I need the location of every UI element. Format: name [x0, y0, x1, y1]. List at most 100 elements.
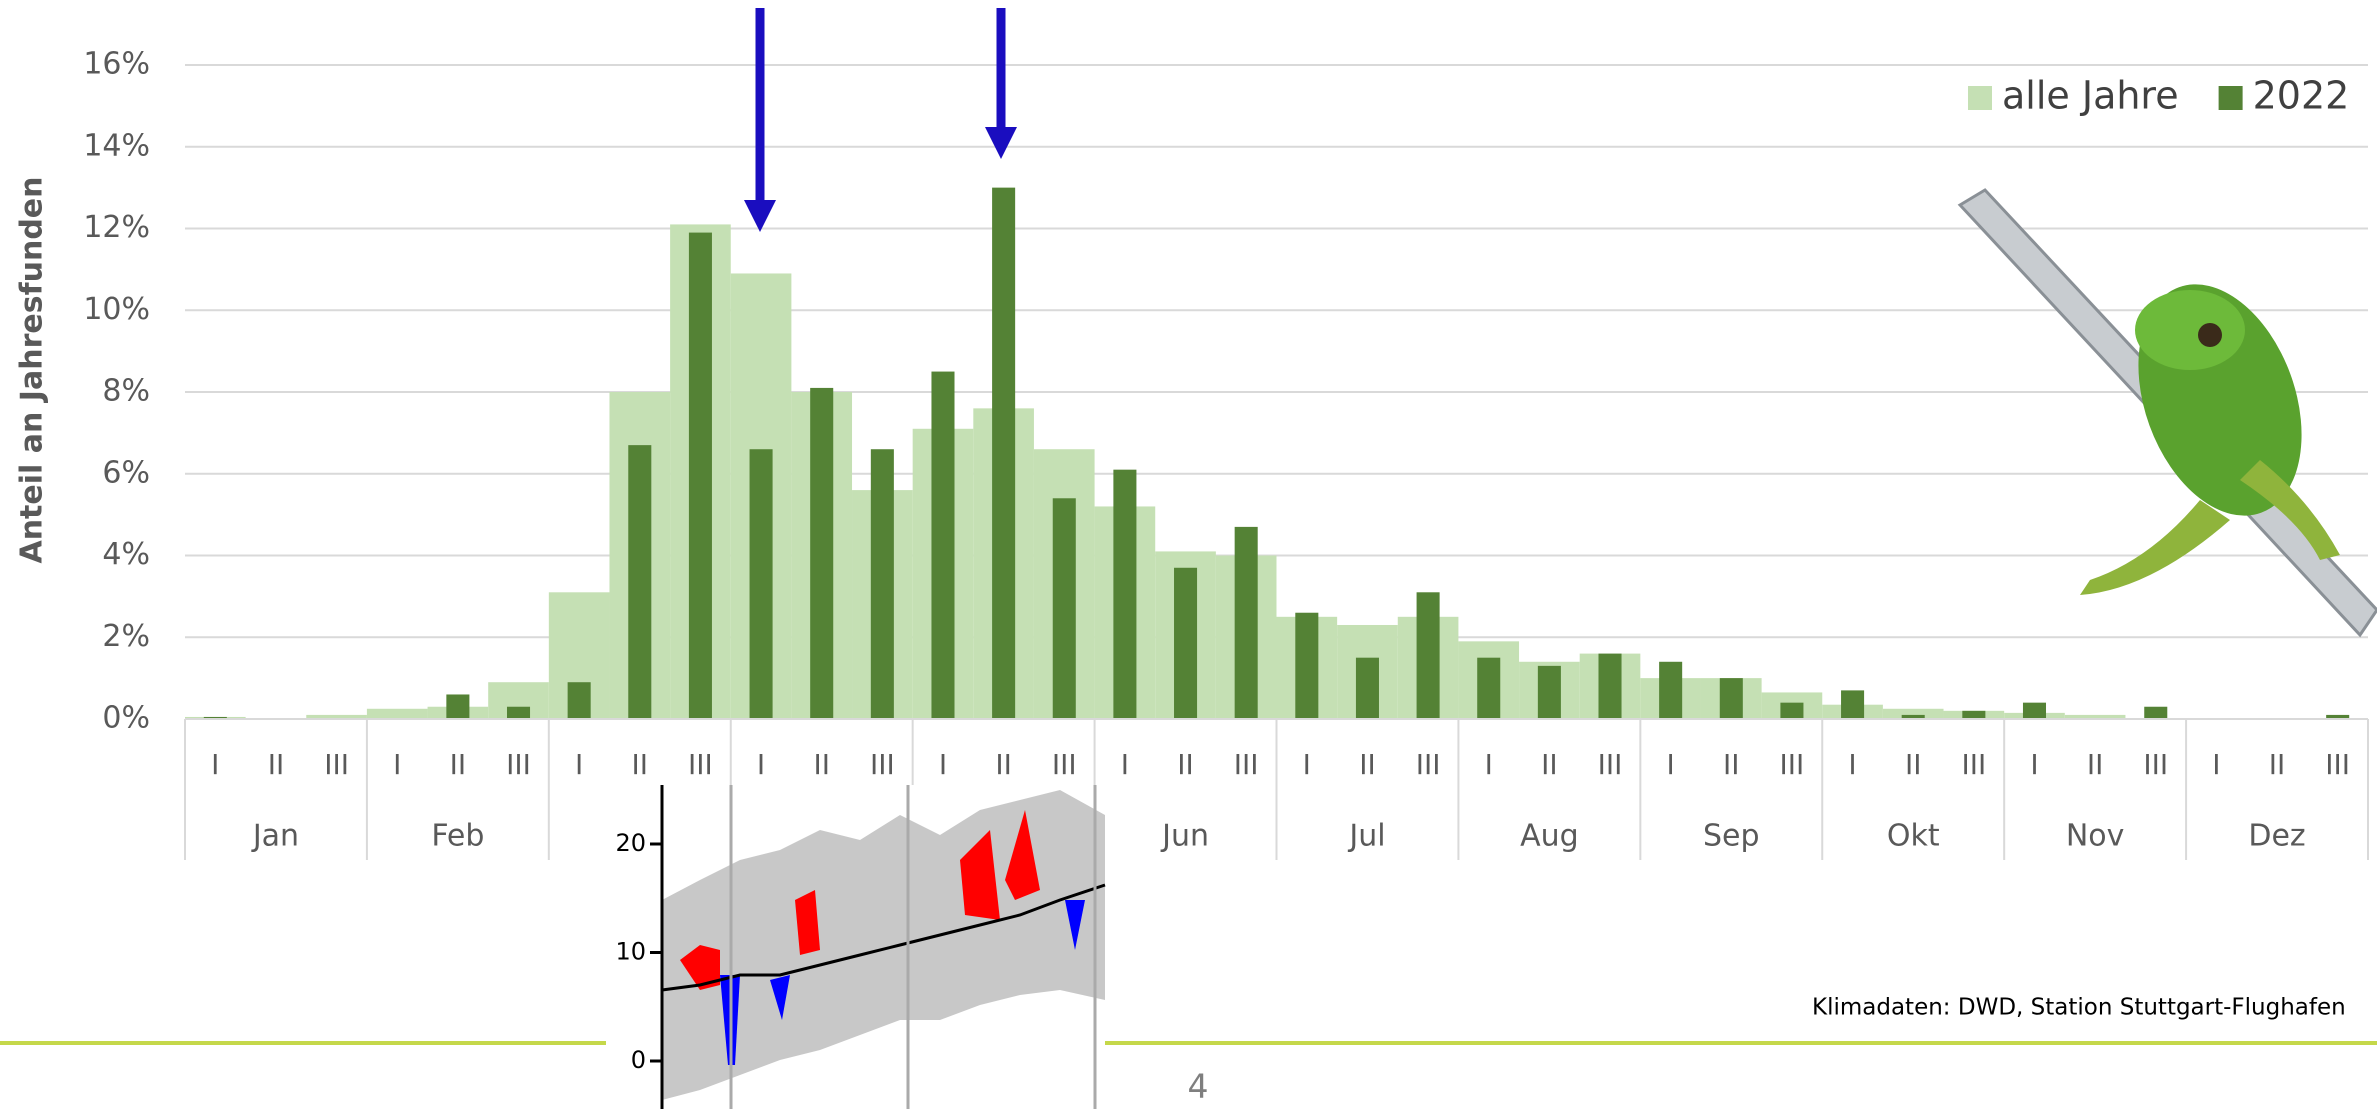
bar-2022 — [1355, 657, 1379, 719]
x-tick-label: III — [1961, 748, 1986, 781]
bar-2022 — [870, 449, 894, 719]
bar-2022 — [1659, 661, 1683, 719]
x-tick-label: I — [1485, 748, 1493, 781]
bar-2022 — [446, 694, 470, 719]
bar-2022 — [749, 449, 773, 719]
bar-2022 — [1962, 710, 1986, 719]
month-label: Okt — [1887, 819, 1940, 854]
legend-label: 2022 — [2253, 74, 2350, 118]
bar-all-years — [366, 708, 428, 719]
bar-2022 — [1295, 612, 1319, 719]
x-tick-label: II — [1905, 748, 1922, 781]
x-tick-label: I — [2030, 748, 2038, 781]
y-tick-label: 14% — [83, 128, 150, 163]
bar-2022 — [2144, 706, 2168, 719]
frog-image — [1957, 188, 2377, 638]
bar-2022 — [810, 387, 834, 719]
bar-2022 — [1780, 702, 1804, 719]
x-tick-label: III — [2143, 748, 2168, 781]
bar-all-years — [2064, 714, 2126, 719]
x-tick-label: II — [2087, 748, 2104, 781]
y-tick-label: 8% — [102, 374, 150, 409]
x-tick-label: III — [870, 748, 895, 781]
y-axis-title: Anteil an Jahresfunden — [15, 176, 50, 563]
legend-swatch — [2218, 86, 2243, 110]
inset-warm — [680, 945, 720, 990]
x-tick-label: III — [1598, 748, 1623, 781]
arrow-head — [744, 200, 776, 232]
inset-mean — [661, 883, 1106, 992]
inset-cold — [1065, 900, 1085, 950]
bar-2022 — [203, 716, 227, 719]
x-tick-label: III — [1780, 748, 1805, 781]
y-tick-label: 10% — [83, 292, 150, 327]
y-tick-label: 4% — [102, 537, 150, 572]
arrows — [744, 8, 1017, 232]
month-label: Dez — [2248, 819, 2305, 854]
bar-2022 — [506, 706, 531, 719]
bar-2022 — [1719, 678, 1743, 719]
month-label: Jun — [1160, 819, 1209, 854]
bar-2022 — [931, 371, 955, 719]
x-tick-label: I — [939, 748, 947, 781]
x-tick-label: II — [268, 748, 285, 781]
bar-2022 — [567, 682, 591, 719]
month-label: Feb — [431, 819, 484, 854]
x-tick-label: I — [757, 748, 765, 781]
x-tick-label: II — [450, 748, 467, 781]
x-tick-label: II — [813, 748, 830, 781]
x-tick-label: II — [632, 748, 649, 781]
x-tick-label: III — [2325, 748, 2350, 781]
x-tick-label: I — [211, 748, 219, 781]
bar-2022 — [1537, 665, 1561, 719]
inset-cold — [770, 975, 790, 1020]
bar-2022 — [628, 445, 652, 719]
x-tick-label: III — [324, 748, 349, 781]
y-tick-label: 12% — [83, 210, 150, 245]
x-tick-label: I — [1121, 748, 1129, 781]
bar-2022 — [992, 187, 1016, 719]
page-number: 4 — [1188, 1067, 1209, 1106]
month-label: Aug — [1520, 819, 1579, 854]
arrow-head — [985, 127, 1017, 159]
x-tick-label: II — [1359, 748, 1376, 781]
inset-tick-label: 0 — [631, 1046, 646, 1074]
x-tick-label: III — [1416, 748, 1441, 781]
frog-leg — [2240, 460, 2340, 560]
bar-all-years — [1882, 708, 1944, 719]
month-label: Jul — [1347, 819, 1385, 854]
month-label: Jan — [251, 819, 299, 854]
x-tick-label: I — [1303, 748, 1311, 781]
bar-2022 — [1113, 469, 1137, 719]
inset-warm — [795, 890, 820, 955]
frog-leg — [2080, 500, 2230, 595]
inset-tick-label: 10 — [615, 938, 646, 966]
x-tick-label: II — [1177, 748, 1194, 781]
bar-2022 — [2326, 714, 2350, 719]
legend-label: alle Jahre — [2002, 74, 2179, 118]
month-label: Sep — [1703, 819, 1760, 854]
bar-all-years — [306, 714, 367, 719]
frog-head — [2135, 290, 2245, 370]
y-tick-label: 0% — [102, 701, 150, 736]
legend-swatch — [1968, 86, 1992, 110]
inset-tick-label: 20 — [615, 829, 646, 857]
bar-2022 — [1416, 592, 1440, 719]
month-label: Nov — [2066, 819, 2125, 854]
bar-2022 — [1052, 498, 1076, 719]
x-tick-label: II — [2269, 748, 2286, 781]
bar-2022 — [2022, 702, 2047, 719]
frog-eye — [2198, 323, 2222, 347]
x-tick-label: III — [506, 748, 531, 781]
x-tick-label: I — [1848, 748, 1856, 781]
bar-2022 — [1598, 653, 1622, 719]
x-tick-label: I — [2212, 748, 2220, 781]
x-tick-label: III — [1052, 748, 1077, 781]
inset-warm — [1005, 810, 1040, 900]
bar-2022 — [1841, 690, 1865, 719]
x-tick-label: I — [1667, 748, 1675, 781]
x-tick-label: II — [995, 748, 1012, 781]
temperature-inset: 0 10 20 — [611, 785, 1106, 1109]
